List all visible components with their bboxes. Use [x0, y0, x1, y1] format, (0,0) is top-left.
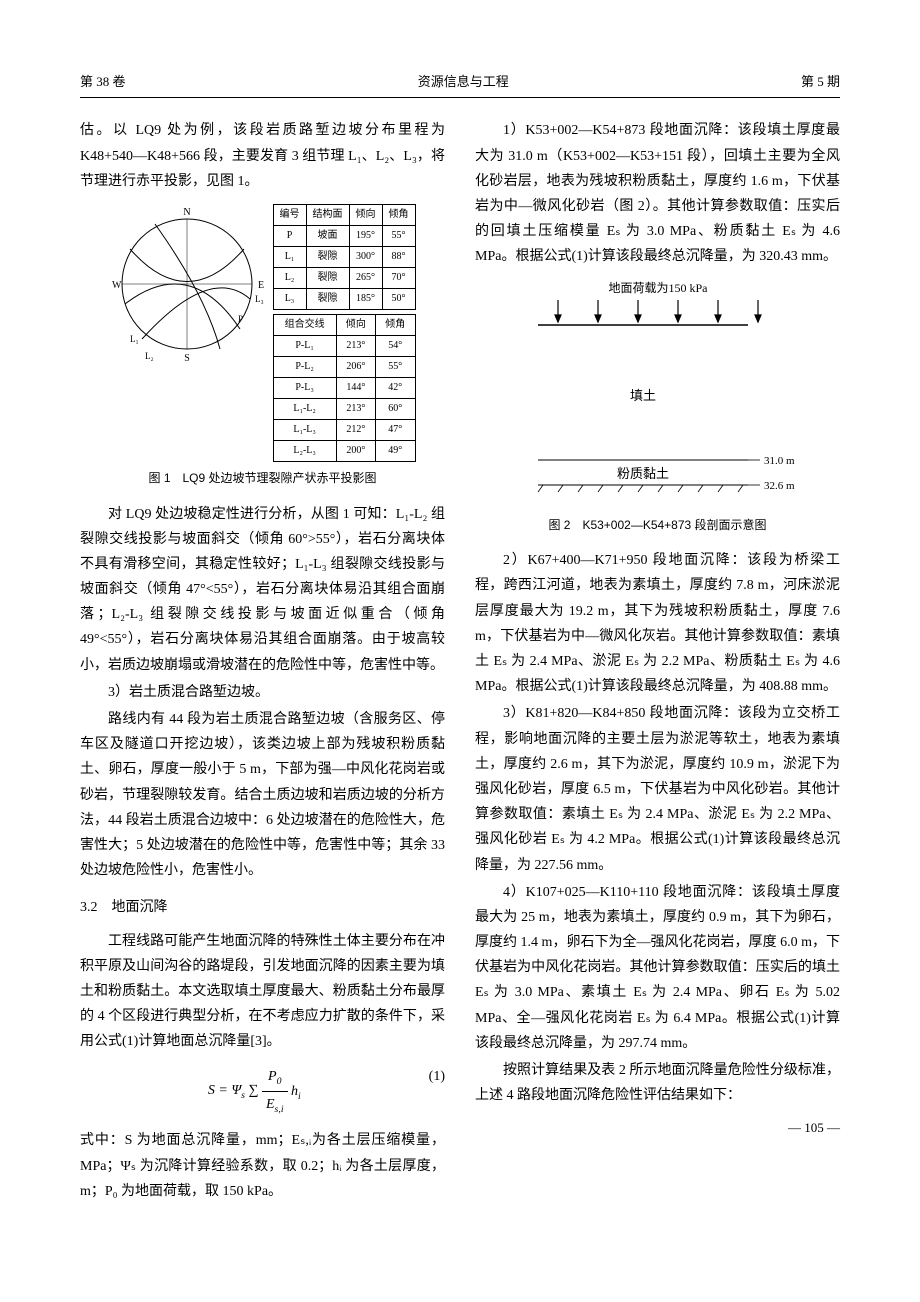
analysis-paragraph: 对 LQ9 处边坡稳定性进行分析，从图 1 可知：L₁-L₂ 组裂隙交线投影与坡… — [80, 502, 445, 678]
stereonet-tables: 编号 结构面 倾向 倾角 P坡面195°55° L₁裂隙300°88° L₂裂隙… — [273, 204, 416, 462]
section-32-title: 3.2 地面沉降 — [80, 895, 445, 920]
conclusion-paragraph: 按照计算结果及表 2 所示地面沉降量危险性分级标准，上述 4 路段地面沉降危险性… — [475, 1058, 840, 1108]
section-svg: 地面荷载为150 kPa 填土 — [518, 280, 798, 500]
section-diagram: 地面荷载为150 kPa 填土 — [475, 280, 840, 509]
intro-paragraph: 估。以 LQ9 处为例，该段岩质路堑边坡分布里程为 K48+540—K48+56… — [80, 118, 445, 194]
item3-paragraph-right: 3）K81+820—K84+850 段地面沉降：该段为立交桥工程，影响地面沉降的… — [475, 701, 840, 877]
svg-text:粉质黏土: 粉质黏土 — [616, 466, 668, 481]
stereonet-figure: N E S W L₁ L₂ L₃ P 编号 结构面 倾向 倾角 — [80, 204, 445, 462]
item3-title: 3）岩土质混合路堑边坡。 — [80, 680, 445, 705]
right-column: 1）K53+002—K54+873 段地面沉降：该段填土厚度最大为 31.0 m… — [475, 118, 840, 1206]
content-area: 估。以 LQ9 处为例，该段岩质路堑边坡分布里程为 K48+540—K48+56… — [80, 118, 840, 1206]
item3-paragraph: 路线内有 44 段为岩土质混合路堑边坡（含服务区、停车区及隧道口开挖边坡），该类… — [80, 707, 445, 883]
svg-text:W: W — [112, 280, 122, 291]
item4-paragraph: 4）K107+025—K110+110 段地面沉降：该段填土厚度最大为 25 m… — [475, 880, 840, 1056]
formula-description: 式中：S 为地面总沉降量，mm；Eₛ,ᵢ为各土层压缩模量，MPa；Ψₛ 为沉降计… — [80, 1128, 445, 1204]
svg-text:填土: 填土 — [629, 388, 655, 403]
header-left: 第 38 卷 — [80, 70, 126, 93]
figure-1-caption: 图 1 LQ9 处边坡节理裂隙产状赤平投影图 — [80, 468, 445, 490]
page-header: 第 38 卷 资源信息与工程 第 5 期 — [80, 70, 840, 98]
item2-paragraph: 2）K67+400—K71+950 段地面沉降：该段为桥梁工程，跨西江河道，地表… — [475, 548, 840, 699]
header-right: 第 5 期 — [801, 70, 840, 93]
item1-paragraph: 1）K53+002—K54+873 段地面沉降：该段填土厚度最大为 31.0 m… — [475, 118, 840, 269]
header-center: 资源信息与工程 — [418, 70, 509, 93]
svg-text:S: S — [184, 353, 190, 364]
svg-text:N: N — [183, 207, 190, 218]
svg-text:P: P — [238, 314, 243, 324]
left-column: 估。以 LQ9 处为例，该段岩质路堑边坡分布里程为 K48+540—K48+56… — [80, 118, 445, 1206]
svg-text:E: E — [258, 280, 264, 291]
svg-text:L₃: L₃ — [255, 294, 264, 304]
stereonet-svg: N E S W L₁ L₂ L₃ P — [110, 204, 265, 364]
svg-text:L₁: L₁ — [130, 334, 139, 344]
svg-text:地面荷载为150 kPa: 地面荷载为150 kPa — [608, 281, 708, 295]
figure-2-caption: 图 2 K53+002—K54+873 段剖面示意图 — [475, 515, 840, 537]
svg-text:32.6 m: 32.6 m — [764, 480, 795, 492]
formula-1: S = Ψs ∑ P0 Es,i hi (1) — [80, 1064, 445, 1118]
svg-text:31.0 m: 31.0 m — [764, 455, 795, 467]
structure-table: 编号 结构面 倾向 倾角 P坡面195°55° L₁裂隙300°88° L₂裂隙… — [273, 204, 416, 310]
page-number: — 105 — — [475, 1116, 840, 1139]
section-32-paragraph: 工程线路可能产生地面沉降的特殊性土体主要分布在冲积平原及山间沟谷的路堤段，引发地… — [80, 929, 445, 1055]
svg-text:L₂: L₂ — [145, 351, 154, 361]
intersection-table: 组合交线 倾向 倾角 P-L₁213°54° P-L₂206°55° P-L₃1… — [273, 314, 416, 462]
